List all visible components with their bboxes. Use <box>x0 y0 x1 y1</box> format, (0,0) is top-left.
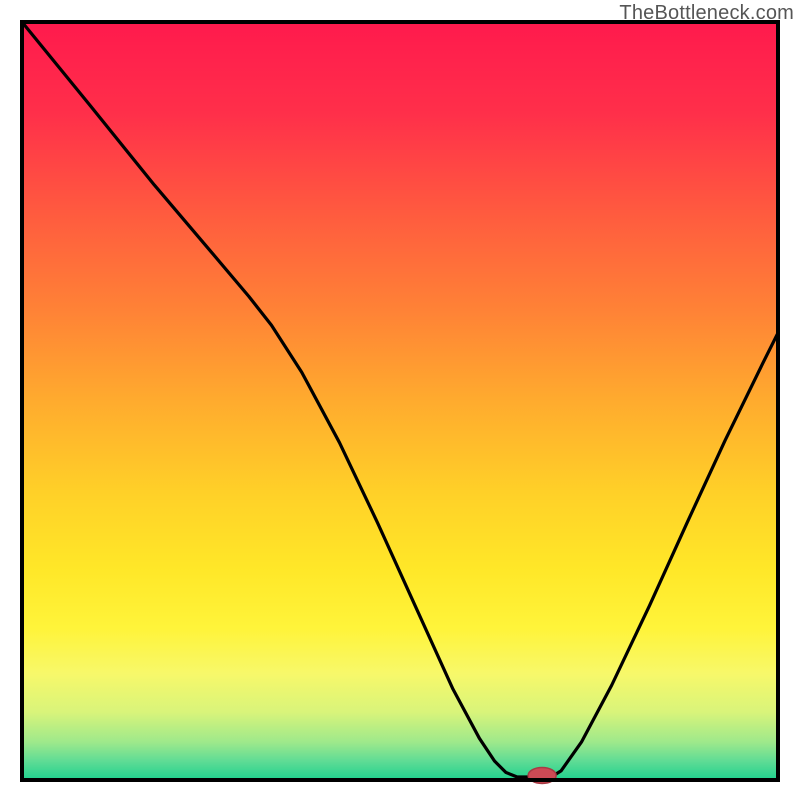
chart-container: { "watermark": { "text": "TheBottleneck.… <box>0 0 800 800</box>
watermark-text: TheBottleneck.com <box>619 2 794 25</box>
plot-background <box>22 22 778 780</box>
bottleneck-chart <box>0 0 800 800</box>
